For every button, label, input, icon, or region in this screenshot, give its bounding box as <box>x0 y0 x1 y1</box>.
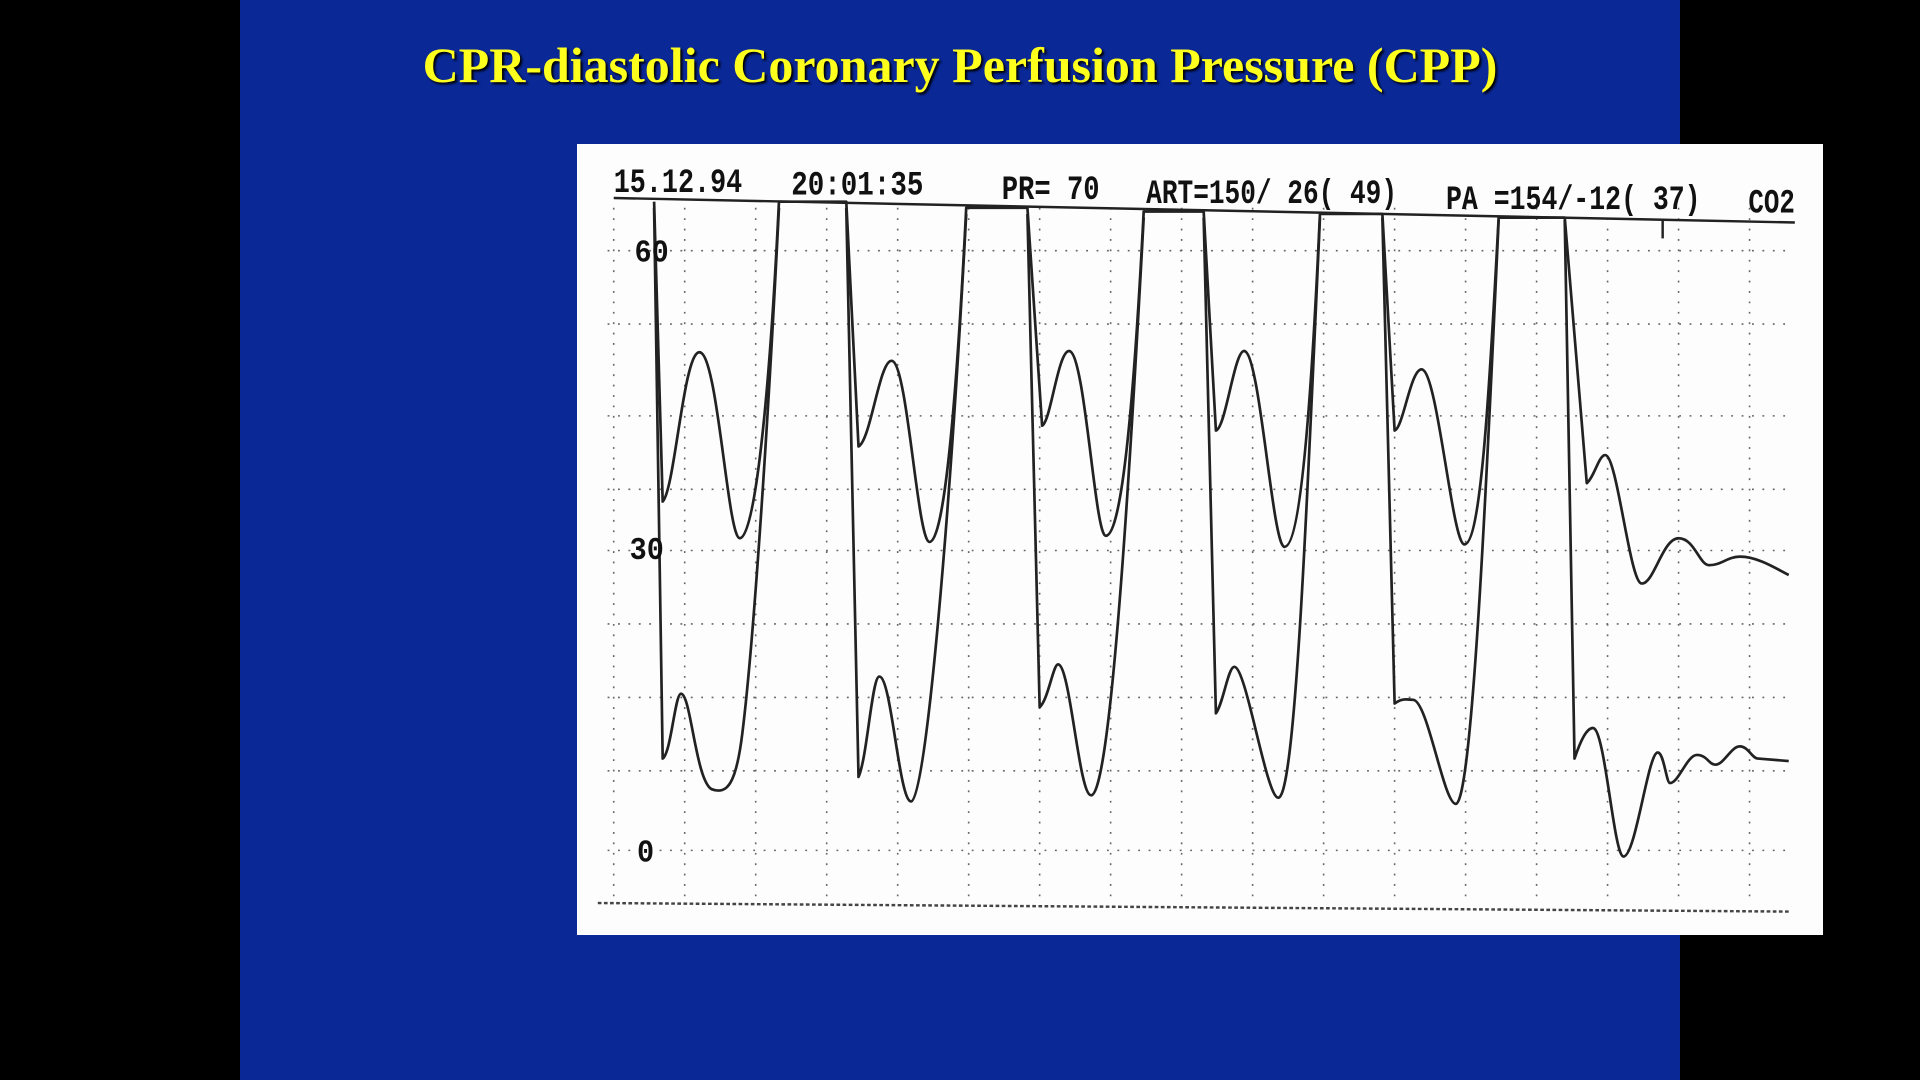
header-field: PR= 70 <box>1002 171 1100 210</box>
scale-label: 60 <box>635 236 669 272</box>
arterial-trace <box>652 200 1790 585</box>
header-field: CO2 <box>1748 185 1795 224</box>
strip-drawing: 15.12.94 20:01:35 PR= 70 ART=150/ 26( 49) PA… <box>597 164 1795 913</box>
header-field: 20:01:35 <box>791 166 923 205</box>
scale-label: 0 <box>637 835 654 871</box>
header-field: PA =154/-12( 37) <box>1446 181 1701 220</box>
pulmonary-trace <box>652 207 1789 858</box>
strip-header: 15.12.94 20:01:35 PR= 70 ART=150/ 26( 49) PA… <box>614 164 1795 224</box>
header-field: ART=150/ 26( 49) <box>1146 175 1397 214</box>
strip-scale: 60 30 0 <box>630 236 669 872</box>
scale-label: 30 <box>630 533 664 569</box>
slide-title: CPR-diastolic Coronary Perfusion Pressur… <box>422 37 1498 93</box>
header-field: 15.12.94 <box>614 164 743 203</box>
slide: CPR-diastolic Coronary Perfusion Pressur… <box>240 0 1823 1080</box>
monitor-strip: 15.12.94 20:01:35 PR= 70 ART=150/ 26( 49) PA… <box>577 144 1823 935</box>
grid <box>597 196 1795 913</box>
